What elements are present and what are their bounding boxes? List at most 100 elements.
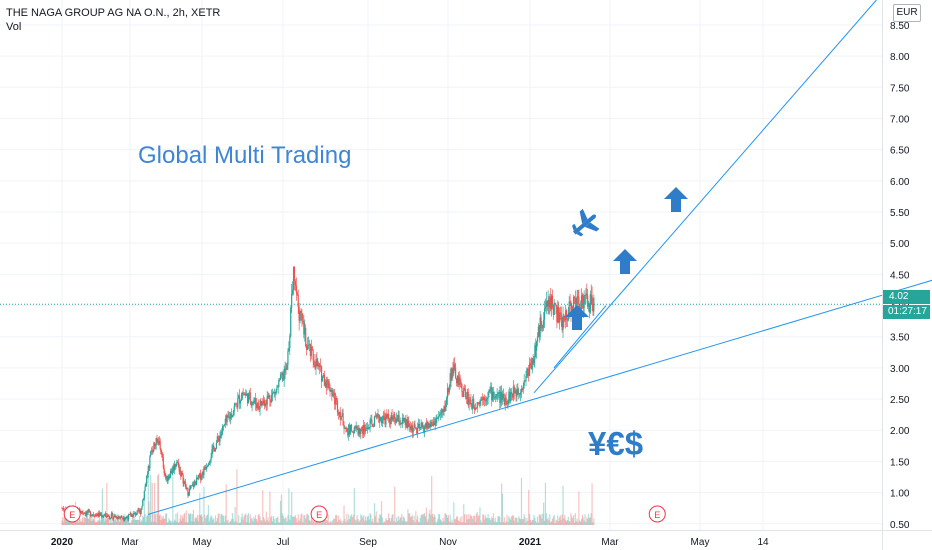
price-axis[interactable]: 0.501.001.502.002.503.003.504.004.505.00… [882,0,910,550]
volume-bar [245,513,247,525]
candle [146,471,149,479]
price-tick-label: 1.00 [890,489,910,500]
candle [246,390,248,396]
volume-bar [326,520,328,525]
candle [178,463,180,475]
volume-bar [481,522,483,525]
currency-selector[interactable]: EUR [893,4,921,22]
candle [159,438,161,451]
arrow-up-icon[interactable] [613,249,637,274]
candle [219,431,221,446]
candle [393,411,395,423]
candle [450,367,452,388]
candle [470,394,472,408]
candle [313,354,315,367]
volume-bar [537,522,539,525]
candle [174,463,176,471]
volume-bar [100,519,102,525]
candle [370,414,372,424]
volume-bar [238,515,240,525]
time-tick-label: Nov [439,537,457,548]
candle [291,283,293,313]
candle [385,413,387,428]
volume-bar [294,515,297,525]
candle [101,514,103,518]
volume-bar [426,521,428,525]
candle [510,388,513,401]
volume-bar [143,496,145,525]
volume-bar [504,522,506,525]
annotation-currency-text[interactable]: ¥€$ [588,425,644,462]
volume-bar [528,489,530,525]
volume-bar [362,517,364,525]
earnings-marker-icon[interactable]: E [310,505,328,523]
volume-bar [195,517,197,525]
volume-bar [199,493,201,525]
volume-bar [62,522,65,525]
candle [523,373,525,389]
candle [591,286,593,312]
candle [113,513,115,518]
chart-legend[interactable]: THE NAGA GROUP AG NA O.N., 2h, XETR Vol [6,6,220,34]
volume-bar [262,490,264,525]
volume-bar [64,513,66,525]
volume-bar [156,513,158,525]
candle [124,517,126,522]
candle [362,425,364,439]
candle [338,411,340,418]
volume-bar [126,517,128,525]
volume-bar [508,516,510,525]
candle [417,418,420,429]
candle [464,384,466,391]
candle [392,415,394,422]
candle [424,424,426,438]
candle [339,407,341,426]
volume-bar [228,522,230,525]
volume-bar [420,515,422,525]
candle [404,415,406,430]
candle [397,410,399,422]
candle [87,508,89,516]
candle [314,361,316,370]
candle [252,400,254,406]
volume-bar [363,515,365,525]
candle [302,313,304,325]
candle [332,387,334,397]
volume-bar [386,519,388,525]
volume-bar [248,522,250,525]
volume-bar [278,522,280,525]
price-tick-label: 1.50 [890,457,910,468]
volume-bar [346,514,348,525]
volume-bar [218,513,220,525]
volume-bar [183,514,185,525]
airplane-icon[interactable] [566,205,604,243]
arrow-up-icon[interactable] [565,305,589,330]
candle [220,429,222,439]
volume-label[interactable]: Vol [6,21,22,33]
earnings-marker-icon[interactable]: E [648,505,666,523]
candle [168,474,170,481]
candle [387,413,389,421]
arrow-up-icon[interactable] [664,187,688,212]
candle [455,378,458,387]
trendline[interactable] [533,0,877,394]
volume-bar [233,521,235,525]
candle [95,512,98,518]
annotation-title-text[interactable]: Global Multi Trading [138,142,352,169]
volume-bar [441,521,443,525]
earnings-marker-icon[interactable]: E [63,505,81,523]
candle [476,401,478,413]
candle [563,313,565,328]
candle [391,408,393,422]
time-axis[interactable]: 2020 Mar May Jul Sep Nov 2021 Mar May 14 [0,530,932,549]
symbol-title[interactable]: THE NAGA GROUP AG NA O.N., 2h, XETR [6,7,221,19]
volume-bar [229,521,231,525]
candle [416,427,418,435]
candle [101,512,103,519]
candle [150,447,153,455]
volume-bar [236,469,238,525]
trendline[interactable] [553,305,607,369]
trendline[interactable] [147,274,932,515]
